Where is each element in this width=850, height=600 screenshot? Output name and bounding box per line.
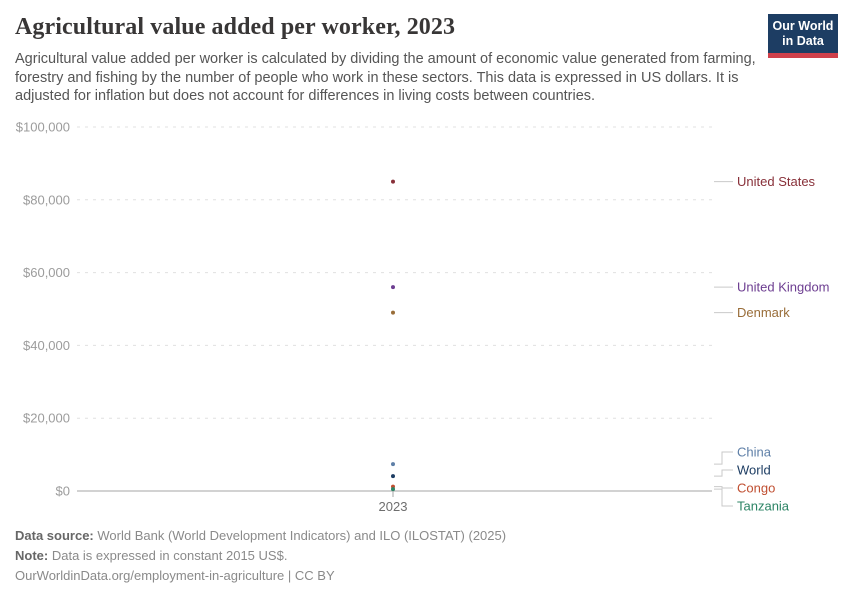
data-source-line: Data source: World Bank (World Developme… — [15, 526, 835, 546]
data-point-china[interactable] — [391, 461, 395, 466]
owid-link[interactable]: OurWorldinData.org/employment-in-agricul… — [15, 567, 285, 583]
owid-logo-line2: in Data — [782, 33, 824, 48]
entity-label-world[interactable]: World — [737, 462, 771, 477]
owid-logo-line1: Our World — [772, 19, 834, 33]
citation-divider: | — [287, 567, 292, 583]
scatter-chart: $0 $20,000 $40,000 $60,000 $80,000 $100,000 20… — [16, 119, 830, 514]
y-tick-label-0: $0 — [56, 483, 70, 498]
x-tick-label: 2023 — [379, 499, 408, 514]
y-tick-label-60000: $60,000 — [23, 265, 70, 280]
y-tick-label-100000: $100,000 — [16, 119, 70, 134]
y-tick-label-80000: $80,000 — [23, 192, 70, 207]
owid-logo: Our World in Data — [768, 14, 838, 58]
note-text: Data is expressed in constant 2015 US$. — [51, 547, 288, 563]
data-point-world[interactable] — [391, 473, 395, 478]
y-tick-label-40000: $40,000 — [23, 338, 70, 353]
note-label: Note: — [15, 547, 49, 563]
entity-label-denmark[interactable]: Denmark — [737, 305, 790, 320]
entity-label-united-states[interactable]: United States — [737, 174, 816, 189]
data-point-denmark[interactable] — [391, 310, 395, 315]
data-point-united-kingdom[interactable] — [391, 284, 395, 289]
page-title: Agricultural value added per worker, 202… — [15, 14, 456, 40]
data-point-united-states[interactable] — [391, 179, 395, 184]
chart-header: Agricultural value added per worker, 202… — [0, 0, 850, 106]
label-connector-world — [714, 469, 733, 477]
chart-footer: Data source: World Bank (World Developme… — [0, 518, 850, 586]
label-connector-china — [714, 451, 733, 465]
chart-subtitle: Agricultural value added per worker is c… — [15, 51, 756, 105]
y-tick-label-20000: $20,000 — [23, 410, 70, 425]
entity-label-china[interactable]: China — [737, 444, 772, 459]
entity-label-tanzania[interactable]: Tanzania — [737, 498, 790, 513]
note-line: Note: Data is expressed in constant 2015… — [15, 546, 835, 566]
license-label[interactable]: CC BY — [294, 567, 335, 583]
entity-label-united-kingdom[interactable]: United Kingdom — [737, 279, 830, 294]
data-source-text: World Bank (World Development Indicators… — [97, 527, 507, 543]
data-point-tanzania[interactable] — [391, 486, 395, 491]
label-connector-congo — [714, 485, 733, 489]
citation-line: OurWorldinData.org/employment-in-agricul… — [15, 566, 835, 586]
label-connector-tanzania — [714, 488, 733, 507]
entity-label-congo[interactable]: Congo — [737, 480, 775, 495]
data-source-label: Data source: — [15, 527, 94, 543]
